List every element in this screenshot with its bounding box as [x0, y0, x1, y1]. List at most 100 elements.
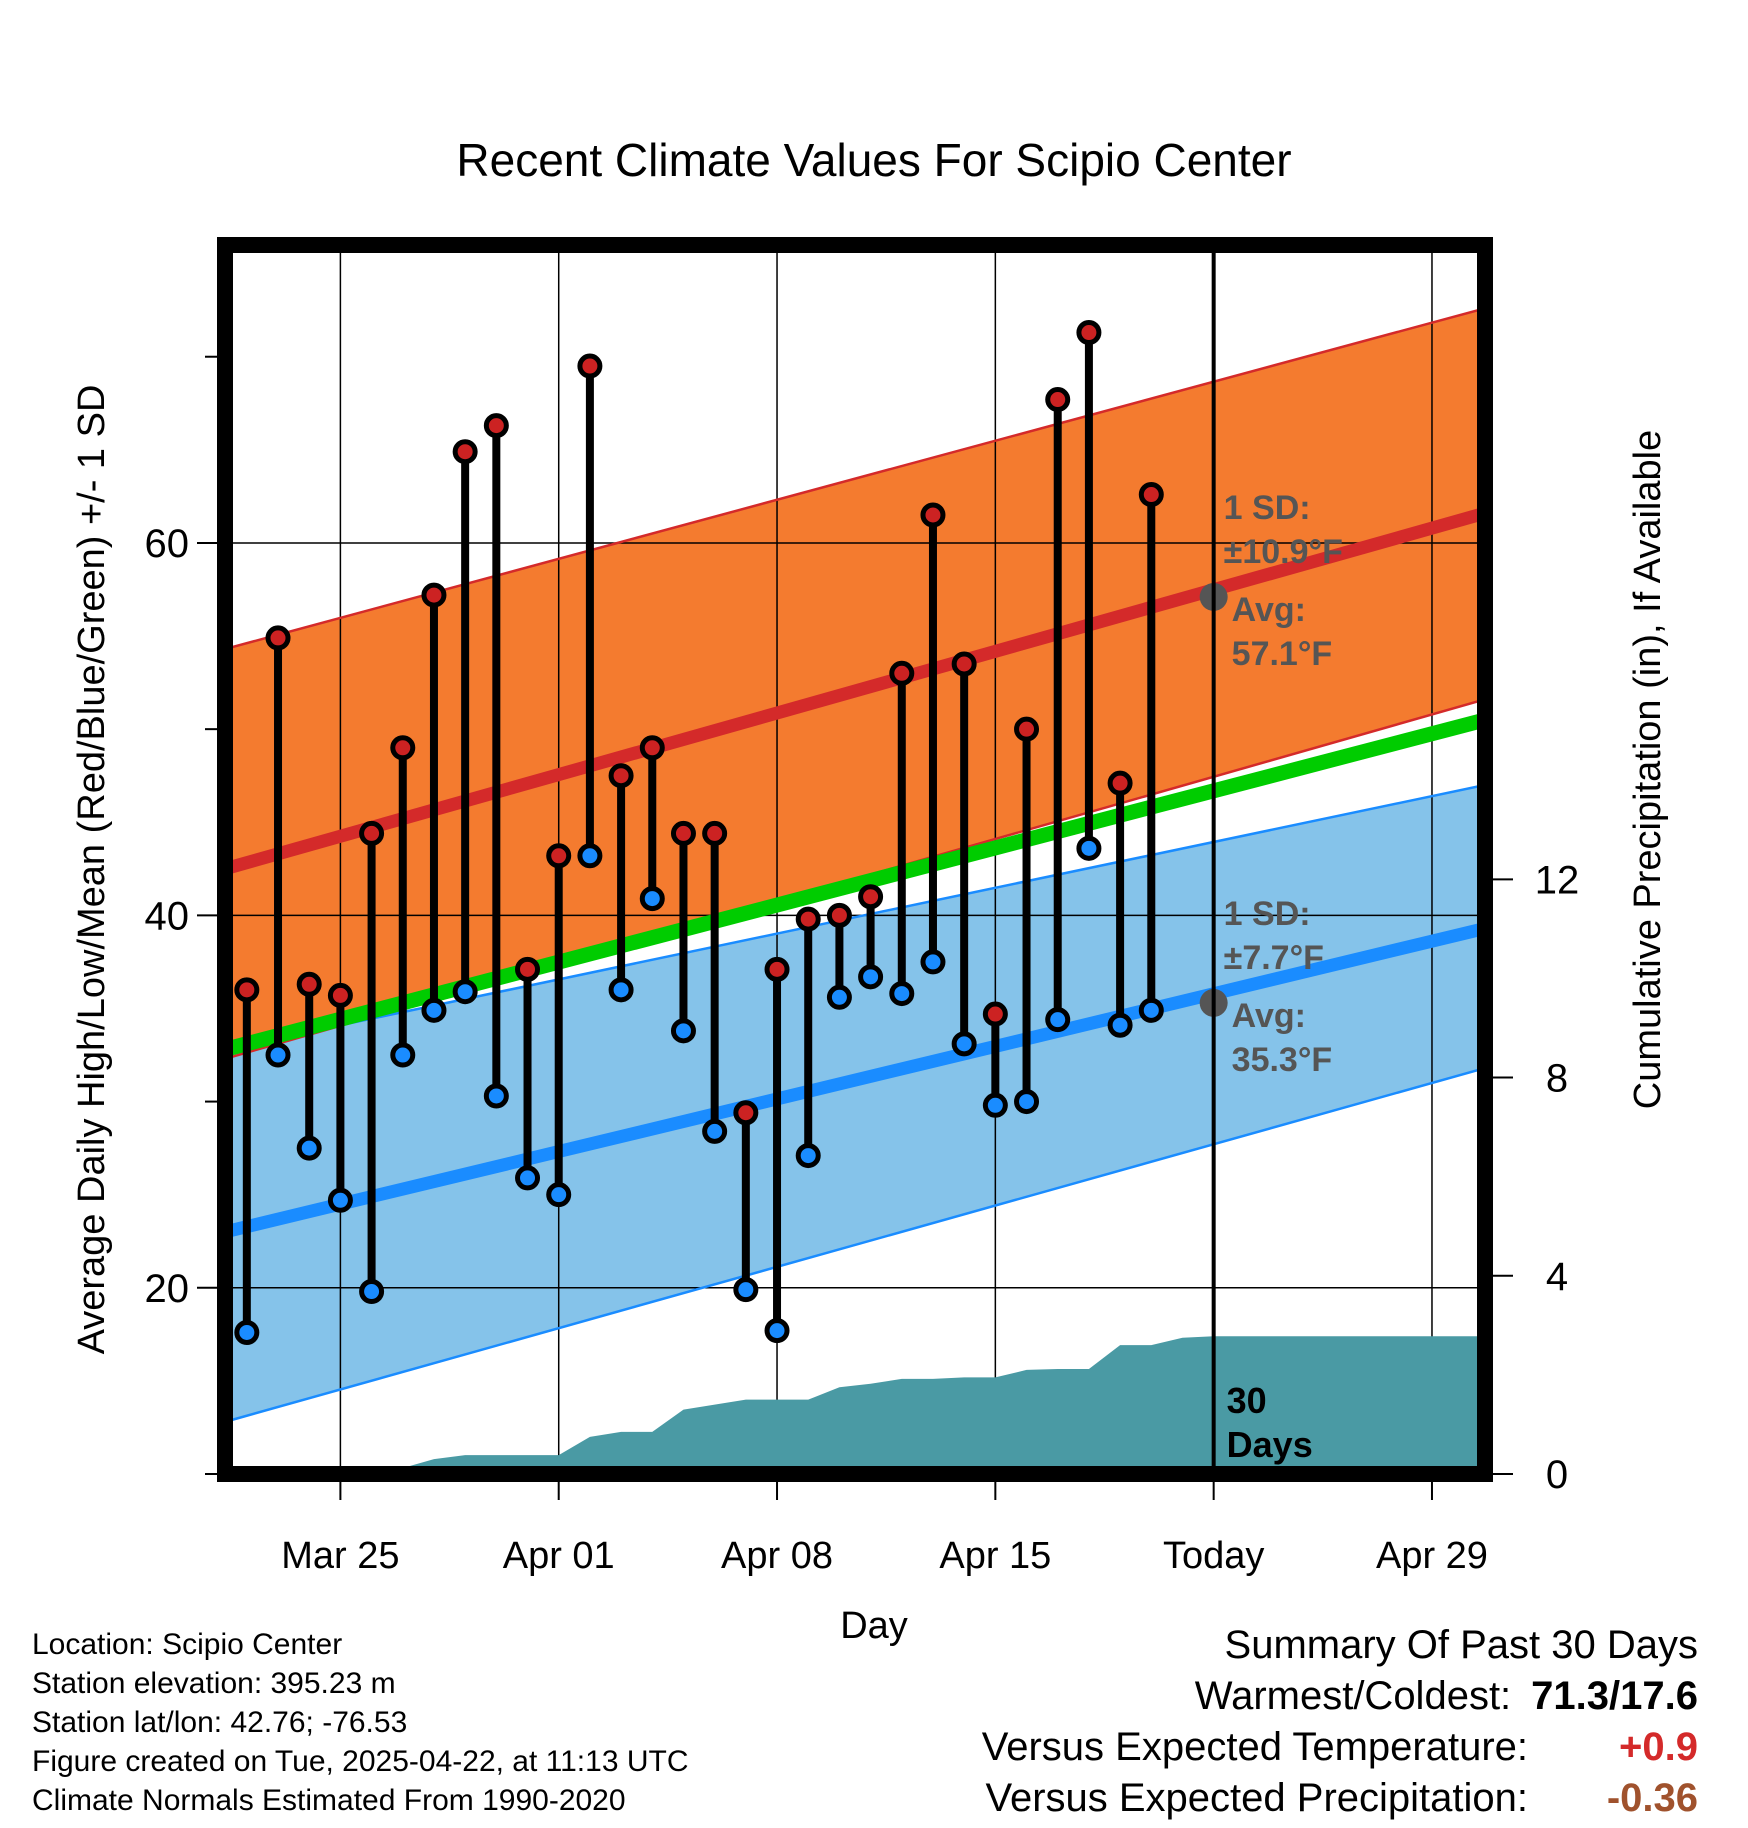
high-point: [483, 413, 509, 439]
high-point: [1076, 320, 1102, 346]
station-latlon: Station lat/lon: 42.76; -76.53: [32, 1706, 408, 1739]
high-point: [1045, 387, 1071, 413]
y-tick-label: 60: [145, 522, 190, 566]
high-point: [359, 820, 385, 846]
low-sd-label: 1 SD:: [1224, 895, 1311, 933]
low-point: [515, 1165, 541, 1191]
high-point: [670, 820, 696, 846]
high-point: [702, 820, 728, 846]
high-point: [795, 906, 821, 932]
low-point: [702, 1118, 728, 1144]
low-point: [577, 843, 603, 869]
low-point: [390, 1042, 416, 1068]
y2-tick-label: 12: [1535, 858, 1580, 902]
low-point: [265, 1042, 291, 1068]
low-point: [764, 1318, 790, 1344]
x-tick-label: Today: [1163, 1535, 1264, 1577]
high-point: [390, 735, 416, 761]
high-point: [546, 843, 572, 869]
high-point: [733, 1100, 759, 1126]
y2-tick-label: 8: [1546, 1057, 1568, 1101]
low-sd-lower-edge: [225, 1066, 1485, 1424]
high-point: [826, 902, 852, 928]
low-point: [359, 1279, 385, 1305]
high-sd-label: 1 SD:: [1224, 489, 1311, 527]
low-avg-value: 35.3°F: [1232, 1041, 1333, 1079]
low-point: [546, 1182, 572, 1208]
summary-warmest-row: Warmest/Coldest: 71.3/17.6: [798, 1671, 1698, 1722]
high-point: [951, 651, 977, 677]
high-point: [1107, 770, 1133, 796]
y2-tick-label: 4: [1546, 1255, 1568, 1299]
high-point: [577, 353, 603, 379]
high-sd-value: ±10.9°F: [1224, 533, 1343, 571]
low-point: [639, 886, 665, 912]
x-tick-label: Apr 15: [939, 1535, 1051, 1577]
low-point: [795, 1143, 821, 1169]
low-point: [733, 1277, 759, 1303]
high-point: [858, 884, 884, 910]
high-point: [639, 735, 665, 761]
station-elevation: Station elevation: 395.23 m: [32, 1667, 396, 1700]
high-point: [327, 982, 353, 1008]
low-point: [1138, 997, 1164, 1023]
today-days-label: 30 Days: [1227, 1380, 1313, 1465]
plot-frame: [217, 237, 1493, 1482]
precip-value: -0.36: [1606, 1776, 1698, 1820]
summary-precip-row: Versus Expected Precipitation: -0.36: [798, 1773, 1698, 1824]
high-point: [1014, 716, 1040, 742]
station-location: Location: Scipio Center: [32, 1628, 343, 1661]
x-tick-label: Apr 08: [721, 1535, 833, 1577]
temp-value: +0.9: [1619, 1725, 1698, 1769]
y-axis-label: Average Daily High/Low/Mean (Red/Blue/Gr…: [71, 385, 113, 1355]
low-point: [452, 979, 478, 1005]
y-tick-label: 40: [145, 894, 190, 938]
low-point: [889, 981, 915, 1007]
x-tick-label: Mar 25: [281, 1535, 399, 1577]
station-info: Location: Scipio Center Station elevatio…: [32, 1625, 932, 1820]
y-tick-label: 20: [145, 1267, 190, 1311]
low-point: [1107, 1012, 1133, 1038]
low-point: [296, 1135, 322, 1161]
low-point: [951, 1031, 977, 1057]
temp-label: Versus Expected Temperature:: [981, 1725, 1528, 1769]
low-point: [670, 1018, 696, 1044]
low-point: [858, 964, 884, 990]
summary-panel: Summary Of Past 30 Days Warmest/Coldest:…: [798, 1620, 1698, 1824]
low-point: [920, 949, 946, 975]
chart-title: Recent Climate Values For Scipio Center: [456, 134, 1291, 186]
low-sd-value: ±7.7°F: [1224, 939, 1324, 977]
low-avg-label: Avg:: [1232, 997, 1306, 1035]
y2-tick-label: 0: [1546, 1453, 1568, 1497]
high-point: [421, 582, 447, 608]
high-point: [234, 977, 260, 1003]
high-point: [982, 1001, 1008, 1027]
climate-normals-note: Climate Normals Estimated From 1990-2020: [32, 1784, 626, 1817]
high-point: [452, 439, 478, 465]
low-point: [327, 1187, 353, 1213]
high-point: [515, 956, 541, 982]
x-axis-label: Day: [840, 1605, 908, 1647]
low-point: [483, 1083, 509, 1109]
precip-label: Versus Expected Precipitation:: [985, 1776, 1528, 1820]
low-sd-band: [225, 785, 1485, 1422]
summary-temp-row: Versus Expected Temperature: +0.9: [798, 1722, 1698, 1773]
high-point: [920, 502, 946, 528]
high-avg-label: Avg:: [1232, 591, 1306, 629]
low-point: [421, 997, 447, 1023]
x-tick-label: Apr 01: [503, 1535, 615, 1577]
low-point: [234, 1319, 260, 1345]
warmest-label: Warmest/Coldest:: [1194, 1674, 1512, 1718]
high-sd-band: [225, 308, 1485, 1059]
low-point: [1076, 835, 1102, 861]
high-point: [764, 956, 790, 982]
warmest-value: 71.3/17.6: [1531, 1674, 1698, 1718]
summary-heading: Summary Of Past 30 Days: [1224, 1623, 1698, 1667]
high-avg-value: 57.1°F: [1232, 635, 1333, 673]
low-point: [826, 984, 852, 1010]
y2-axis-label: Cumulative Precipitation (in), If Availa…: [1627, 430, 1669, 1109]
low-point: [1045, 1007, 1071, 1033]
high-point: [1138, 482, 1164, 508]
high-point: [265, 625, 291, 651]
